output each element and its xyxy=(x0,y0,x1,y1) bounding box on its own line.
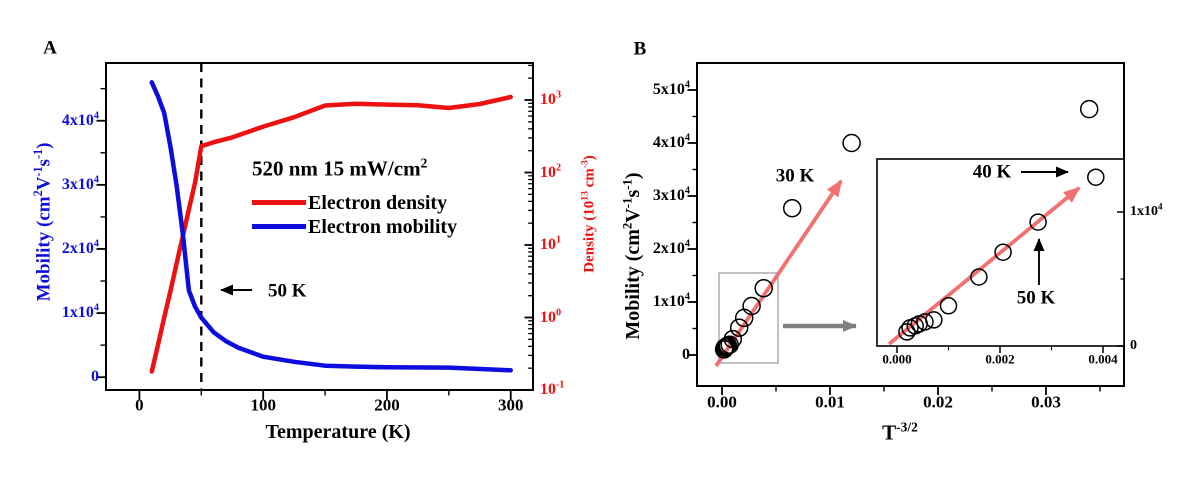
data-point xyxy=(754,278,773,298)
data-point xyxy=(842,133,861,153)
panel-a-y-left-tick-label: 4x104 xyxy=(61,110,99,129)
panel-a-x-tick-label: 300 xyxy=(497,395,524,414)
panel-a-50k-annotation: 50 K xyxy=(268,280,307,302)
panel-b-y-tick-label: 2x104 xyxy=(652,238,690,257)
panel-a-frame xyxy=(105,62,534,391)
panel-a-x-tick-label: 200 xyxy=(374,395,400,414)
electron-density-curve xyxy=(149,94,513,374)
inset-x-tick-label: 0.002 xyxy=(985,351,1015,366)
panel-a-y-right-tick-label: 10-1 xyxy=(540,379,565,398)
legend-label-electron-density: Electron density xyxy=(308,192,448,214)
panel-a-right-y-axis-title: Density (1013 cm-3) xyxy=(579,155,598,273)
inset-y-tick-label: 0 xyxy=(1130,338,1137,353)
inset-x-tick-label: 0.000 xyxy=(882,351,912,366)
panel-a-y-left-tick-label: 1x104 xyxy=(61,302,99,322)
inset-data-point xyxy=(994,243,1012,261)
inset-data-point xyxy=(1087,168,1105,186)
panel-a-y-right-tick-label: 100 xyxy=(540,307,562,326)
panel-a-y-axis-title: Mobility (cm2V-1s-1) xyxy=(31,142,55,302)
inset-data-point xyxy=(970,268,988,286)
panel-a-y-left-tick-label: 3x104 xyxy=(61,174,99,193)
panel-a-y-right-tick-label: 102 xyxy=(540,162,562,181)
inset-data-point xyxy=(925,311,943,329)
inset-data-point xyxy=(916,313,934,331)
data-point xyxy=(723,329,743,349)
inset-50k-annotation: 50 K xyxy=(1016,287,1056,309)
panel-b-x-axis-title: T-3/2 xyxy=(882,419,918,445)
data-point xyxy=(742,296,761,316)
panel-a-x-tick-label: 100 xyxy=(250,395,276,414)
fit-arrow-inset xyxy=(887,186,1081,346)
panel-b-x-tick-label: 0.03 xyxy=(1031,392,1061,412)
data-point xyxy=(1079,99,1099,119)
inset-y-tick-label: 1x104 xyxy=(1130,201,1163,219)
panel-a-annotation: 520 nm 15 mW/cm2 xyxy=(252,155,428,181)
panel-a-y-left-tick-label: 2x104 xyxy=(61,238,99,257)
electron-mobility-curve xyxy=(149,80,513,373)
panel-b-y-tick-label: 0 xyxy=(682,346,690,363)
inset-data-point xyxy=(939,297,958,315)
inset-x-tick-label: 0.004 xyxy=(1088,351,1118,366)
inset-data-point xyxy=(1029,213,1047,231)
panel-b-y-axis-title: Mobility (cm2V-1s-1) xyxy=(620,172,644,340)
panel-a-x-axis-title: Temperature (K) xyxy=(265,421,411,443)
panel-b-x-tick-label: 0.02 xyxy=(923,392,953,412)
panel-a-label: A xyxy=(43,37,57,59)
panel-b-label: B xyxy=(633,38,647,60)
panel-a-x-tick-label: 0 xyxy=(135,395,144,414)
panel-a-y-right-tick-label: 101 xyxy=(540,234,562,253)
panel-b-y-tick-label: 4x104 xyxy=(652,132,690,151)
panel-b-y-tick-label: 5x104 xyxy=(652,79,690,98)
inset-data-point xyxy=(906,317,924,335)
inset-40k-annotation: 40 K xyxy=(972,161,1012,183)
panel-a-y-right-tick-label: 103 xyxy=(540,89,562,108)
panel-b-x-tick-label: 0.00 xyxy=(707,392,737,412)
panel-b-x-tick-label: 0.01 xyxy=(815,392,845,412)
panel-a-y-left-tick-label: 0 xyxy=(91,368,99,386)
data-point xyxy=(729,318,749,337)
zoom-region-box xyxy=(718,272,779,364)
panel-b-y-tick-label: 3x104 xyxy=(652,185,690,204)
data-point xyxy=(782,198,802,218)
panel-b-30k-annotation: 30 K xyxy=(775,165,815,187)
panel-b-y-tick-label: 1x104 xyxy=(652,291,690,310)
legend-label-electron-mobility: Electron mobility xyxy=(308,216,458,238)
